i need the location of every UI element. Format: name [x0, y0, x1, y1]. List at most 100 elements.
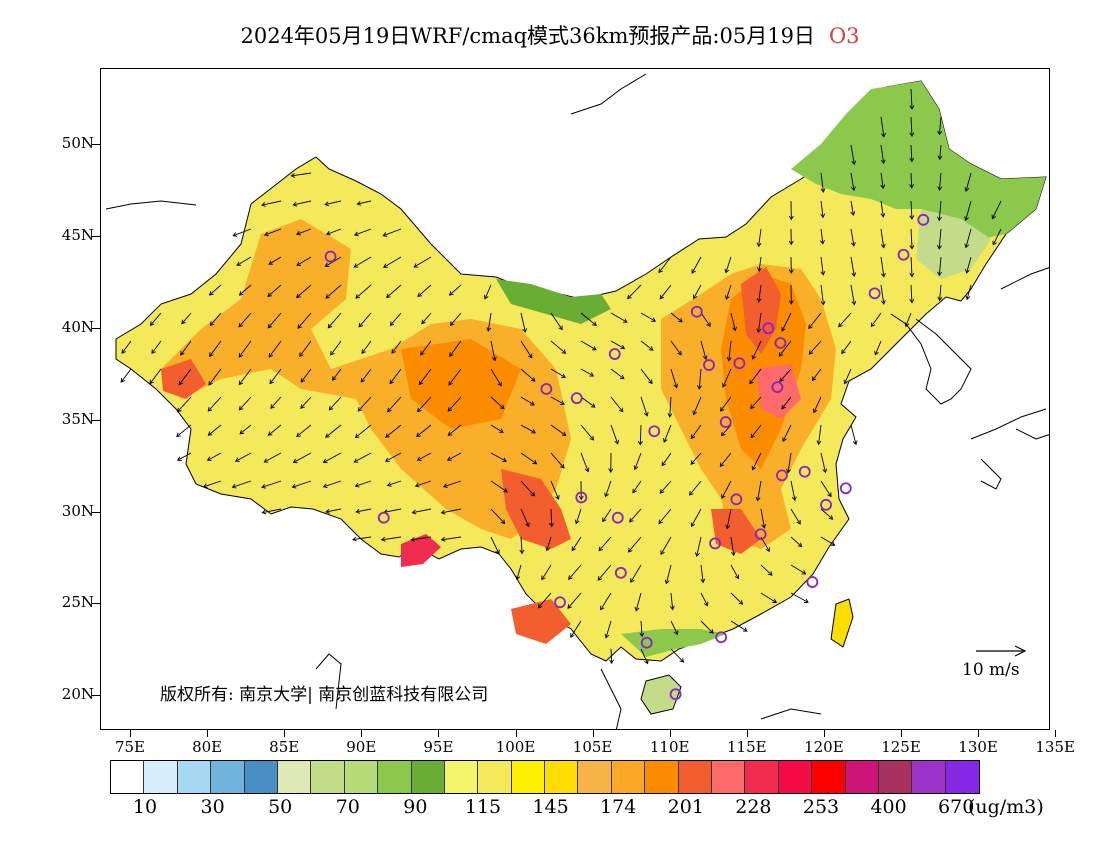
china-region [115, 80, 1047, 662]
wind-arrow [874, 340, 882, 355]
wind-arrow-head [804, 598, 809, 603]
wind-arrow-head [734, 574, 740, 580]
wind-arrow-head [416, 432, 421, 438]
wind-arrow [299, 340, 312, 357]
lon-tick-label: 130E [958, 738, 998, 756]
wind-arrow [239, 424, 252, 435]
wind-arrow-head [622, 318, 628, 323]
station-marker [554, 596, 566, 609]
wind-arrow-head [324, 201, 330, 207]
wind-arrow-head [816, 440, 822, 446]
lon-tick [361, 730, 363, 737]
wind-arrow [700, 340, 707, 360]
wind-arrow-head [658, 519, 663, 525]
wind-arrow-head [208, 291, 214, 296]
title-text: 2024年05月19日WRF/cmaq模式36km预报产品:05月19日 [240, 24, 815, 48]
wind-arrow [296, 284, 312, 298]
hotspot-qinghai [401, 339, 521, 429]
wind-arrow [910, 284, 913, 303]
wind-arrow [820, 172, 824, 193]
wind-arrow [385, 452, 402, 462]
wind-arrow [790, 480, 796, 501]
wind-arrow [490, 424, 504, 433]
legend-swatch [611, 761, 646, 793]
wind-arrow-head [531, 429, 536, 434]
wind-arrow-head [667, 413, 673, 418]
wind-arrow [605, 620, 612, 638]
wind-arrow-head [991, 214, 996, 220]
wind-arrow [389, 368, 402, 384]
hotspot-yunnan [511, 599, 571, 644]
wind-arrow [758, 284, 762, 303]
wind-arrow-head [822, 468, 828, 474]
wind-arrow-head [151, 349, 156, 354]
wind-arrow-head [592, 321, 597, 326]
wind-arrow-head [497, 381, 502, 387]
wind-arrow-head [330, 350, 335, 356]
station-marker [897, 248, 910, 261]
wind-arrow [520, 452, 537, 465]
wind-arrow-head [778, 352, 784, 357]
wind-arrow-head [446, 456, 452, 461]
wind-arrow-head [327, 323, 333, 329]
wind-arrow [490, 396, 505, 410]
wind-arrow [966, 284, 972, 300]
lon-tick [669, 730, 671, 737]
wind-arrow [938, 172, 942, 191]
station-marker [820, 498, 832, 511]
wind-arrow-head [447, 407, 453, 412]
wind-arrow [597, 564, 612, 581]
wind-arrow-head [874, 350, 879, 356]
legend-swatch [277, 761, 312, 793]
wind-arrow [691, 256, 702, 274]
wind-arrow-head [627, 547, 633, 553]
wind-arrow [779, 368, 792, 382]
wind-arrow-head [391, 349, 396, 354]
wind-arrow-head [238, 380, 244, 386]
wind-arrow-head [702, 355, 708, 361]
legend-swatch [311, 761, 345, 793]
wind-arrow-head [691, 269, 696, 274]
wind-arrow-head [519, 549, 525, 555]
wind-arrow-head [236, 261, 242, 266]
wind-arrow-head [545, 546, 551, 552]
wind-arrow-head [909, 105, 915, 110]
wind-arrow [992, 228, 1002, 246]
wind-arrow [690, 452, 702, 465]
wind-arrow [449, 340, 462, 357]
wind-arrow [261, 480, 282, 488]
wind-arrow [329, 396, 342, 411]
wind-arrow-head [420, 350, 425, 356]
wind-arrow [726, 508, 732, 529]
wind-arrow [291, 172, 312, 177]
wind-arrow [550, 368, 566, 378]
wind-arrow [730, 312, 736, 331]
wind-arrow [490, 508, 505, 524]
orange-region [161, 219, 571, 539]
wind-arrow [880, 228, 885, 248]
wind-arrow-head [751, 354, 757, 360]
wind-arrow-head [440, 536, 446, 542]
copyright-text: 版权所有: 南京大学| 南京创蓝科技有限公司 [160, 685, 489, 705]
wind-arrow [541, 564, 552, 580]
wind-arrow [361, 340, 372, 354]
wind-arrow [781, 312, 792, 332]
wind-arrow-head [448, 380, 453, 386]
wind-arrow-head [850, 241, 856, 247]
wind-arrow-head [296, 293, 301, 299]
lat-tick [92, 512, 100, 513]
green-inner-mongolia [496, 279, 611, 324]
wind-arrow-head [356, 200, 362, 206]
wind-arrow-head [820, 271, 826, 276]
wind-arrow [210, 312, 222, 326]
wind-arrow [670, 648, 684, 663]
wind-arrow-head [827, 492, 832, 498]
wind-arrow [640, 648, 649, 664]
color-legend [110, 760, 981, 794]
legend-unit: (ug/m3) [968, 796, 1044, 818]
wind-arrow-head [725, 524, 731, 530]
wind-arrow [610, 424, 619, 444]
wind-arrow-head [568, 575, 573, 580]
station-marker [575, 491, 588, 504]
wind-arrow [357, 200, 372, 205]
